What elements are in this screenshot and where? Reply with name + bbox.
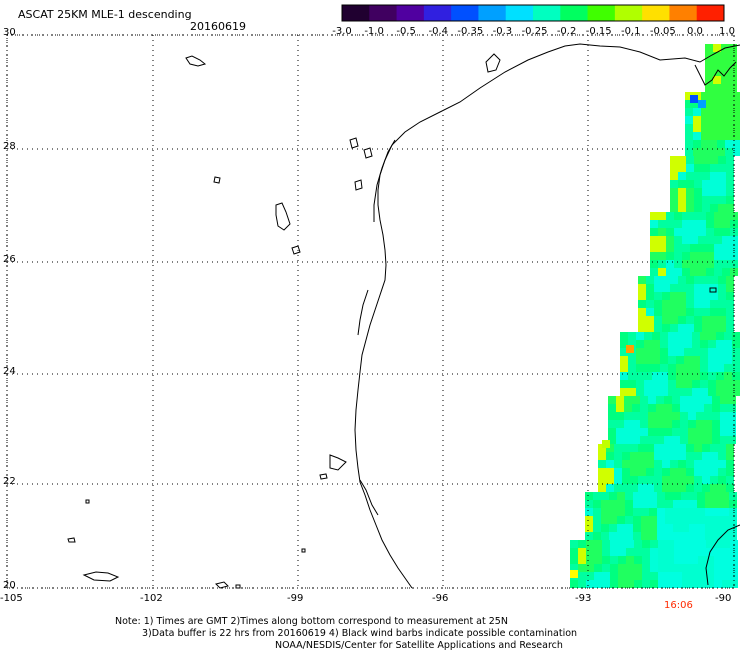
product-date: 20160619 — [190, 20, 246, 33]
note-line-1: Note: 1) Times are GMT 2)Times along bot… — [115, 616, 508, 627]
colorbar-label: -0.35 — [457, 26, 484, 37]
colorbar-swatch — [396, 5, 425, 21]
lon-label-96: -96 — [432, 593, 449, 604]
colorbar-label: 0.0 — [686, 26, 703, 37]
product-title: ASCAT 25KM MLE-1 descending — [18, 8, 192, 21]
colorbar-label: -0.1 — [620, 26, 641, 37]
note-line-2: 3)Data buffer is 22 hrs from 20160619 4)… — [142, 628, 578, 639]
lon-label-105: -105 — [0, 593, 23, 604]
colorbar-swatch — [478, 5, 507, 21]
colorbar-swatch — [533, 5, 561, 21]
colorbar-label: -0.2 — [556, 26, 577, 37]
lat-label-30: 30 — [3, 27, 16, 38]
colorbar-label: -0.15 — [585, 26, 612, 37]
colorbar-label: -0.3 — [492, 26, 513, 37]
lat-label-24: 24 — [3, 366, 16, 377]
time-label: 16:06 — [664, 600, 693, 611]
colorbar-swatch — [587, 5, 616, 21]
colorbar — [341, 4, 725, 22]
lon-label-90: -90 — [715, 593, 732, 604]
colorbar-label: -0.5 — [396, 26, 416, 37]
colorbar-swatch — [696, 5, 725, 21]
lon-label-102: -102 — [140, 593, 163, 604]
coastline — [67, 43, 740, 589]
colorbar-swatch — [505, 5, 534, 21]
lat-label-20: 20 — [3, 580, 16, 591]
colorbar-swatch — [369, 5, 398, 21]
colorbar-swatch — [560, 5, 589, 21]
colorbar-border — [341, 4, 725, 22]
colorbar-swatch — [423, 5, 452, 21]
colorbar-label: -0.05 — [649, 26, 676, 37]
colorbar-swatch — [642, 5, 670, 21]
lat-label-28: 28 — [3, 141, 16, 152]
colorbar-label: -0.4 — [428, 26, 449, 37]
lon-label-93: -93 — [575, 593, 592, 604]
colorbar-labels: -3.0 -1.0 -0.5 -0.4 -0.35 -0.3 -0.25 -0.2 -0.15-… — [332, 26, 735, 40]
colorbar-swatch — [614, 5, 643, 21]
colorbar-label: 1.0 — [719, 26, 735, 37]
colorbar-swatch — [451, 5, 479, 21]
lat-label-26: 26 — [3, 254, 16, 265]
note-line-3: NOAA/NESDIS/Center for Satellite Applica… — [275, 640, 563, 651]
wind-swath — [570, 44, 740, 588]
colorbar-label: -0.25 — [521, 26, 548, 37]
lat-lon-grid — [6, 34, 735, 589]
colorbar-label: -3.0 — [332, 26, 352, 37]
colorbar-label: -1.0 — [364, 26, 384, 37]
lat-label-22: 22 — [3, 476, 16, 487]
colorbar-swatch — [669, 5, 698, 21]
lon-label-99: -99 — [287, 593, 304, 604]
colorbar-swatch — [342, 5, 370, 21]
